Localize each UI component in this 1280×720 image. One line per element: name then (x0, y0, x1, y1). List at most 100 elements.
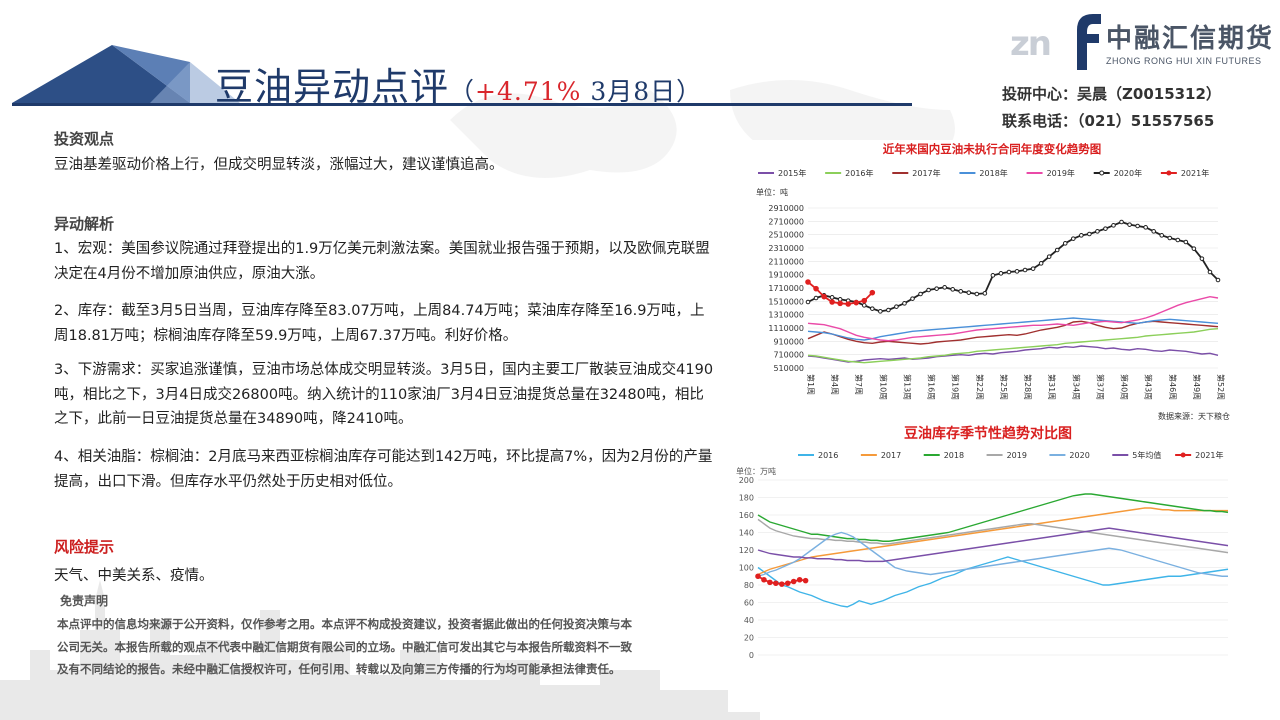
chart1-title: 近年来国内豆油未执行合同年度变化趋势图 (883, 142, 1102, 156)
series-point-2020- (1199, 256, 1205, 261)
legend-label-2017: 2017 (881, 451, 901, 460)
series-point-2021- (755, 573, 761, 580)
legend-label-2015-: 2015年 (778, 168, 806, 178)
series-point-2020- (1014, 269, 1020, 274)
series-point-2020- (1054, 247, 1060, 253)
series-point-2020- (1143, 225, 1148, 230)
title-paren-close: ） (676, 77, 703, 106)
series-line-2020- (807, 221, 1219, 313)
series-point-2021- (767, 579, 773, 586)
chart2-legend: 2016 2017 2018 2019 2020 5年均值 2021年 (798, 450, 1224, 460)
series-line-2019- (807, 295, 1219, 342)
chart2-series (755, 493, 1229, 608)
series-point-2020- (1030, 266, 1036, 271)
logo-mark-text: zn (1010, 24, 1052, 64)
series-point-2020- (958, 289, 964, 294)
legend-label-2016: 2016 (818, 451, 838, 460)
series-point-2020- (861, 303, 867, 308)
x-tick-label: 第40周 (1120, 374, 1130, 400)
analysis-item-2: 2、库存：截至3月5日当周，豆油库存降至83.07万吨，上周84.74万吨；菜油… (54, 303, 705, 344)
view-heading: 投资观点 (54, 130, 115, 148)
unexecuted-contract-chart: 近年来国内豆油未执行合同年度变化趋势图 2015年 2016年 2017年 2018年… (752, 140, 1232, 425)
series-point-2020- (974, 291, 980, 297)
y-tick-label: 2110000 (768, 257, 804, 266)
y-tick-label: 2510000 (768, 231, 804, 240)
series-point-2021- (821, 293, 827, 300)
y-tick-label: 160 (739, 511, 754, 520)
series-point-2020- (1151, 229, 1156, 234)
series-point-2020- (805, 299, 811, 305)
legend-marker-2021- (1180, 452, 1186, 458)
x-tick-label: 第31周 (1047, 374, 1057, 400)
series-point-2020- (990, 273, 996, 278)
analysis-heading: 异动解析 (54, 215, 115, 233)
legend-label-2019-: 2019年 (1047, 168, 1075, 178)
series-line-2018 (757, 493, 1229, 542)
risk-text: 天气、中美关系、疫情。 (54, 568, 214, 584)
series-point-2020- (966, 290, 972, 295)
series-point-2020- (886, 307, 891, 313)
series-point-2020- (1062, 241, 1068, 246)
series-point-2020- (1135, 223, 1140, 229)
x-tick-label: 第7周 (854, 374, 864, 395)
chart2-ylabel: 单位：万吨 (736, 466, 776, 476)
series-point-2021- (805, 279, 811, 285)
chart1-source: 数据来源：天下粮仓 (1158, 411, 1230, 421)
series-point-2021- (861, 297, 868, 304)
series-point-2020- (1159, 233, 1165, 238)
series-point-2020- (1175, 237, 1181, 243)
series-point-2020- (926, 287, 931, 293)
x-tick-label: 第37周 (1095, 374, 1105, 400)
series-point-2020- (1127, 222, 1132, 227)
y-tick-label: 60 (744, 599, 754, 608)
legend-label-5-: 5年均值 (1132, 450, 1161, 460)
series-point-2020- (1022, 267, 1028, 273)
chart1-series (805, 219, 1221, 364)
chart1-y-ticks: 2910000 2710000 2510000 2310000 2110000 19100… (768, 204, 804, 373)
y-tick-label: 1510000 (768, 297, 804, 306)
x-tick-label: 第43周 (1144, 374, 1154, 400)
series-point-2020- (1006, 269, 1012, 275)
series-point-2020- (918, 291, 923, 297)
inventory-seasonal-chart: 豆油库存季节性趋势对比图 2016 2017 2018 2019 2020 5年均值 202… (728, 422, 1248, 712)
y-tick-label: 1910000 (768, 271, 804, 280)
analysis-item-3: 3、下游需求：买家追涨谨慎，豆油市场总体成交明显转淡。3月5日，国内主要工厂散装… (54, 362, 714, 427)
series-line-2016- (807, 327, 1219, 364)
series-line-5- (757, 527, 1229, 563)
x-tick-label: 第34周 (1071, 374, 1081, 400)
series-point-2020- (1111, 223, 1116, 228)
series-point-2020- (1038, 261, 1044, 266)
y-tick-label: 910000 (773, 337, 804, 346)
y-tick-label: 100 (739, 564, 754, 573)
series-point-2021- (761, 576, 767, 583)
logo-name-en: ZHONG RONG HUI XIN FUTURES (1106, 56, 1262, 66)
series-point-2021- (813, 285, 819, 292)
analyst-info: 投研中心：吴晨（Z0015312） (1002, 85, 1221, 103)
series-point-2020- (813, 295, 819, 301)
x-tick-label: 第1周 (806, 374, 816, 395)
company-logo: zn 中融汇信期货 ZHONG RONG HUI XIN FUTURES (1010, 12, 1272, 72)
legend-marker-2020- (1099, 170, 1105, 176)
chart1-grid (808, 207, 1218, 369)
header-decoration (12, 45, 240, 103)
chart2-title: 豆油库存季节性趋势对比图 (904, 425, 1072, 442)
x-tick-label: 第46周 (1168, 374, 1178, 400)
chart1-legend: 2015年 2016年 2017年 2018年 2019年 2020年 2021年 (758, 168, 1209, 178)
y-tick-label: 1710000 (768, 284, 804, 293)
background-city-skyline (0, 580, 760, 720)
x-tick-label: 第13周 (902, 374, 912, 400)
y-tick-label: 1110000 (768, 324, 804, 333)
legend-label-2018: 2018 (944, 451, 964, 460)
series-point-2020- (950, 287, 956, 292)
analysis-item-4: 4、相关油脂：棕榈油：2月底马来西亚棕榈油库存可能达到142万吨，环比提高7%，… (54, 449, 713, 490)
chart2-grid (758, 479, 1228, 656)
series-point-2020- (1215, 277, 1221, 283)
analysis-item-1: 1、宏观：美国参议院通过拜登提出的1.9万亿美元刺激法案。美国就业报告强于预期，… (54, 241, 710, 282)
logo-f-icon (1077, 14, 1101, 70)
series-point-2020- (1207, 269, 1213, 275)
x-tick-label: 第22周 (975, 374, 985, 400)
x-tick-label: 第49周 (1192, 374, 1202, 400)
risk-heading: 风险提示 (54, 538, 115, 556)
legend-label-2021-: 2021年 (1181, 168, 1209, 178)
